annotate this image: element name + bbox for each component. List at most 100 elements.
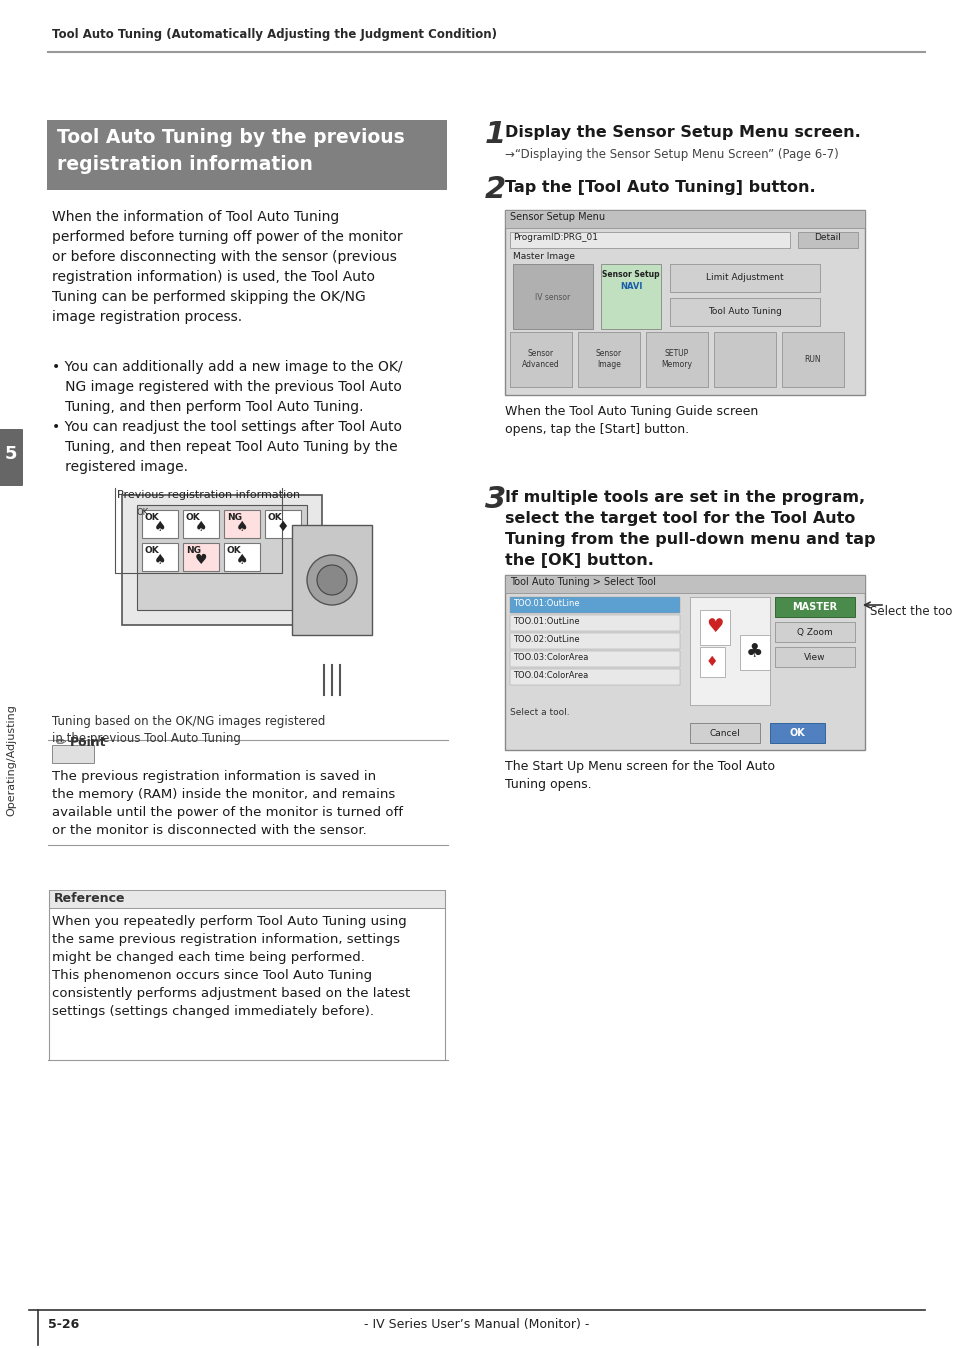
Text: TOO.04:ColorArea: TOO.04:ColorArea [513, 671, 588, 679]
Text: 3: 3 [484, 485, 506, 514]
Text: When the Tool Auto Tuning Guide screen
opens, tap the [Start] button.: When the Tool Auto Tuning Guide screen o… [504, 404, 758, 435]
Text: SETUP
Memory: SETUP Memory [660, 349, 692, 369]
Text: ♠: ♠ [194, 520, 207, 534]
Text: ♠: ♠ [235, 520, 248, 534]
Text: Tap the [Tool Auto Tuning] button.: Tap the [Tool Auto Tuning] button. [504, 181, 815, 195]
Text: ♠: ♠ [153, 553, 166, 568]
Bar [510, 332, 572, 387]
Bar [700, 611, 729, 644]
Text: Sensor Setup Menu: Sensor Setup Menu [510, 212, 604, 222]
Bar [774, 597, 854, 617]
Text: ♥: ♥ [194, 553, 207, 568]
Text: 5-26: 5-26 [48, 1318, 79, 1330]
Bar [713, 332, 775, 387]
Text: OK: OK [788, 728, 804, 737]
Text: Previous registration information: Previous registration information [117, 491, 300, 500]
Text: If multiple tools are set in the program,
select the target tool for the Tool Au: If multiple tools are set in the program… [504, 491, 875, 568]
Bar [689, 723, 760, 743]
Text: Cancel: Cancel [709, 728, 740, 737]
Bar [689, 597, 769, 705]
Bar [47, 120, 447, 190]
Bar [142, 543, 178, 572]
Bar [224, 510, 260, 538]
Text: MASTER: MASTER [792, 603, 837, 612]
Text: ♣: ♣ [745, 643, 763, 662]
Bar [52, 745, 94, 763]
Text: NAVI: NAVI [619, 282, 641, 291]
Text: RUN: RUN [803, 355, 821, 364]
Text: OK: OK [145, 514, 159, 522]
Text: IV sensor: IV sensor [535, 293, 570, 302]
Text: Sensor Setup: Sensor Setup [601, 270, 659, 279]
Bar [600, 264, 660, 329]
Text: 5: 5 [5, 445, 17, 462]
Text: ♥: ♥ [705, 617, 723, 636]
FancyBboxPatch shape [0, 429, 23, 487]
Bar [122, 495, 322, 625]
Bar [224, 543, 260, 572]
Text: TOO.01:OutLine: TOO.01:OutLine [513, 599, 579, 608]
Text: TOO.02:OutLine: TOO.02:OutLine [513, 635, 579, 644]
Bar [504, 576, 864, 593]
Text: - IV Series User’s Manual (Monitor) -: - IV Series User’s Manual (Monitor) - [364, 1318, 589, 1330]
Text: OK: OK [137, 508, 149, 518]
Text: OK: OK [186, 514, 200, 522]
Text: TOO.01:OutLine: TOO.01:OutLine [513, 617, 579, 625]
Text: OK: OK [227, 546, 241, 555]
Text: Reference: Reference [54, 892, 126, 905]
Text: ProgramID:PRG_01: ProgramID:PRG_01 [513, 233, 598, 243]
Text: Tool Auto Tuning: Tool Auto Tuning [707, 307, 781, 317]
Text: Tool Auto Tuning (Automatically Adjusting the Judgment Condition): Tool Auto Tuning (Automatically Adjustin… [52, 28, 497, 40]
Text: The previous registration information is saved in
the memory (RAM) inside the mo: The previous registration information is… [52, 770, 402, 837]
Bar [292, 524, 372, 635]
Text: Point: Point [70, 736, 107, 749]
Text: View: View [803, 652, 825, 662]
Text: OK: OK [145, 546, 159, 555]
Text: NG: NG [227, 514, 242, 522]
Text: ♠: ♠ [153, 520, 166, 534]
Text: →“Displaying the Sensor Setup Menu Screen” (Page 6-7): →“Displaying the Sensor Setup Menu Scree… [504, 148, 838, 160]
Text: 1: 1 [484, 120, 506, 150]
Bar [740, 635, 769, 670]
Text: Tool Auto Tuning by the previous
registration information: Tool Auto Tuning by the previous registr… [57, 128, 404, 174]
Bar [137, 506, 307, 611]
Bar [265, 510, 301, 538]
Text: Select the tool: Select the tool [869, 605, 953, 617]
Bar [669, 264, 820, 293]
Text: Tuning based on the OK/NG images registered
in the previous Tool Auto Tuning: Tuning based on the OK/NG images registe… [52, 714, 325, 745]
Bar [781, 332, 843, 387]
Text: ♦: ♦ [276, 520, 289, 534]
Bar [504, 576, 864, 749]
Bar [510, 634, 679, 648]
Text: When the information of Tool Auto Tuning
performed before turning off power of t: When the information of Tool Auto Tuning… [52, 210, 402, 325]
Bar [510, 615, 679, 631]
Circle shape [307, 555, 356, 605]
Text: NG: NG [186, 546, 201, 555]
Text: The Start Up Menu screen for the Tool Auto
Tuning opens.: The Start Up Menu screen for the Tool Au… [504, 760, 774, 791]
Text: Select a tool.: Select a tool. [510, 708, 569, 717]
Text: Sensor
Advanced: Sensor Advanced [521, 349, 559, 369]
Circle shape [316, 565, 347, 594]
Text: Q Zoom: Q Zoom [797, 628, 832, 636]
Bar [504, 210, 864, 228]
Text: ✏: ✏ [56, 736, 67, 749]
Bar [774, 647, 854, 667]
Bar [700, 647, 724, 677]
Bar [183, 543, 219, 572]
Text: TOO.03:ColorArea: TOO.03:ColorArea [513, 652, 588, 662]
Bar [774, 621, 854, 642]
Text: ♠: ♠ [235, 553, 248, 568]
Text: OK: OK [268, 514, 282, 522]
Bar [510, 651, 679, 667]
Text: Sensor
Image: Sensor Image [596, 349, 621, 369]
Text: Master Image: Master Image [513, 252, 575, 262]
Bar [513, 264, 593, 329]
Bar [669, 298, 820, 326]
Bar [49, 890, 444, 909]
Text: Display the Sensor Setup Menu screen.: Display the Sensor Setup Menu screen. [504, 125, 860, 140]
Bar [769, 723, 824, 743]
Text: Operating/Adjusting: Operating/Adjusting [6, 704, 16, 816]
Bar [142, 510, 178, 538]
Bar [510, 597, 679, 613]
Bar [510, 669, 679, 685]
